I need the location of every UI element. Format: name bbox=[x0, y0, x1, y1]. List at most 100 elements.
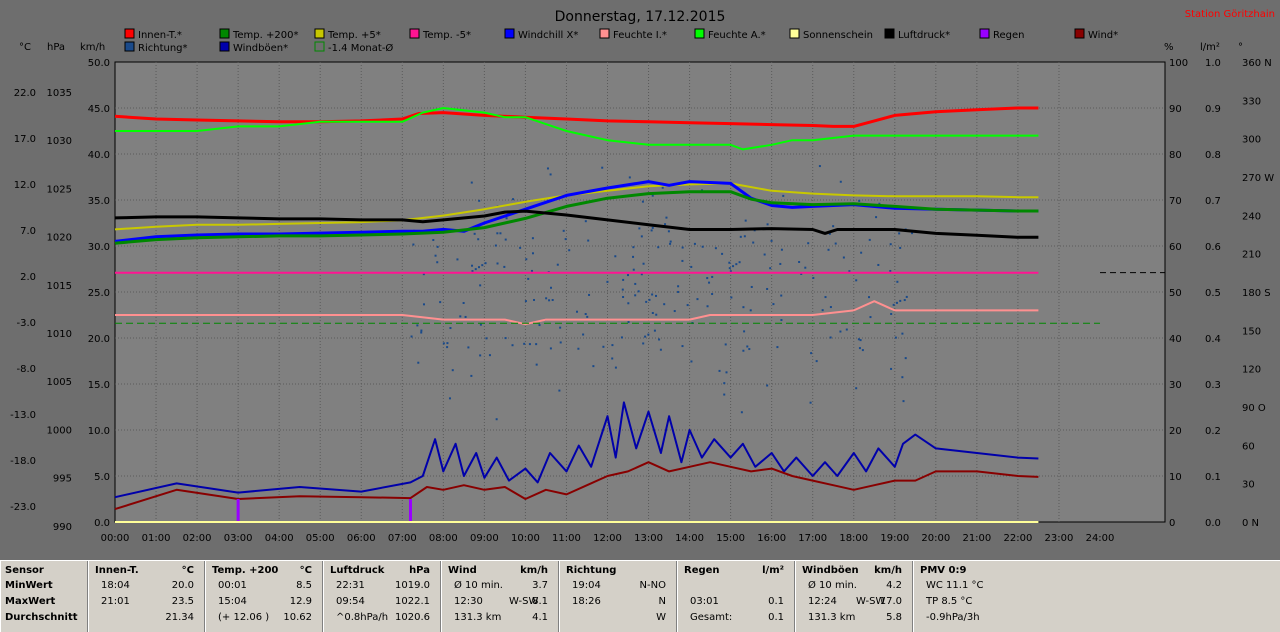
direction-point bbox=[659, 348, 662, 351]
direction-point bbox=[523, 342, 526, 345]
direction-point bbox=[622, 278, 625, 281]
y-tick-celsius-8: -18.0 bbox=[10, 456, 36, 467]
regen-max-value: 0.1 bbox=[768, 596, 784, 607]
direction-point bbox=[855, 279, 858, 282]
direction-point bbox=[647, 333, 650, 336]
direction-point bbox=[743, 235, 746, 238]
direction-point bbox=[868, 238, 871, 241]
direction-point bbox=[632, 246, 635, 249]
y-tick-percent-6: 40 bbox=[1169, 334, 1182, 345]
y-tick-hpa-8: 995 bbox=[53, 474, 72, 485]
x-tick-23: 23:00 bbox=[1045, 533, 1074, 544]
direction-point bbox=[556, 263, 559, 266]
direction-point bbox=[470, 374, 473, 377]
innen-avg-value: 21.34 bbox=[165, 612, 194, 623]
direction-point bbox=[681, 345, 684, 348]
direction-point bbox=[829, 306, 832, 309]
direction-point bbox=[432, 239, 435, 242]
direction-point bbox=[889, 243, 892, 246]
direction-point bbox=[752, 241, 755, 244]
stats-max-label: MaxWert bbox=[5, 596, 56, 607]
direction-point bbox=[655, 313, 658, 316]
series-regen-bar bbox=[236, 499, 240, 522]
direction-point bbox=[878, 202, 881, 205]
stats-sensor-label: Sensor bbox=[5, 565, 44, 576]
y-tick-percent-8: 20 bbox=[1169, 426, 1182, 437]
legend-swatch-windchill-x bbox=[504, 28, 515, 39]
direction-point bbox=[706, 277, 709, 280]
x-tick-16: 16:00 bbox=[757, 533, 786, 544]
y-tick-direction-8: 120 bbox=[1242, 365, 1261, 376]
innen-unit: °C bbox=[181, 565, 194, 576]
direction-point bbox=[592, 365, 595, 368]
direction-point bbox=[780, 248, 783, 251]
direction-point bbox=[538, 324, 541, 327]
direction-point bbox=[898, 232, 901, 235]
y-tick-percent-10: 0 bbox=[1169, 518, 1175, 529]
y-tick-rain-3: 0.7 bbox=[1205, 196, 1221, 207]
direction-point bbox=[479, 284, 482, 287]
direction-point bbox=[479, 323, 482, 326]
direction-point bbox=[725, 371, 728, 374]
temp200-avg-value: 10.62 bbox=[283, 612, 312, 623]
unit-hpa: hPa bbox=[47, 42, 65, 53]
direction-point bbox=[706, 305, 709, 308]
direction-point bbox=[743, 330, 746, 333]
direction-point bbox=[821, 309, 824, 312]
y-tick-rain-6: 0.4 bbox=[1205, 334, 1221, 345]
grid bbox=[115, 62, 1165, 522]
direction-point bbox=[749, 309, 752, 312]
direction-point bbox=[651, 194, 654, 197]
direction-point bbox=[503, 265, 506, 268]
direction-point bbox=[861, 349, 864, 352]
x-tick-13: 13:00 bbox=[634, 533, 663, 544]
legend-label-feuchte-a: Feuchte A.* bbox=[708, 30, 766, 41]
direction-point bbox=[471, 264, 474, 267]
direction-point bbox=[602, 345, 605, 348]
series-layer bbox=[114, 106, 1165, 523]
y-tick-percent-3: 70 bbox=[1169, 196, 1182, 207]
y-tick-celsius-5: -3.0 bbox=[16, 318, 36, 329]
direction-point bbox=[655, 294, 658, 297]
temp200-avg-note: (+ 12.06 ) bbox=[218, 612, 270, 623]
y-tick-kmh-8: 10.0 bbox=[88, 426, 110, 437]
unit-celsius: °C bbox=[19, 42, 31, 53]
legend-label-temp-5: Temp. -5* bbox=[422, 30, 471, 41]
y-tick-hpa-5: 1010 bbox=[47, 329, 72, 340]
direction-point bbox=[439, 301, 442, 304]
direction-point bbox=[504, 238, 507, 241]
druck-unit: hPa bbox=[409, 565, 430, 576]
series-regen-bar bbox=[409, 499, 412, 522]
direction-point bbox=[422, 303, 425, 306]
direction-point bbox=[911, 232, 914, 235]
direction-point bbox=[622, 295, 625, 298]
y-tick-rain-2: 0.8 bbox=[1205, 150, 1221, 161]
series-luftdruck bbox=[114, 209, 1039, 239]
axes: 00:00 01:00 02:00 03:00 04:00 05:00 06:00 07:00… bbox=[10, 58, 1274, 544]
x-tick-4: 04:00 bbox=[265, 533, 294, 544]
y-tick-celsius-0: 22.0 bbox=[14, 88, 36, 99]
series-feuchte-i bbox=[115, 300, 1039, 326]
legend-swatch-wind bbox=[1074, 28, 1085, 39]
direction-point bbox=[776, 346, 779, 349]
direction-point bbox=[832, 225, 835, 228]
stats-min-label: MinWert bbox=[5, 580, 53, 591]
direction-point bbox=[661, 186, 664, 189]
direction-point bbox=[519, 246, 522, 249]
y-tick-kmh-7: 15.0 bbox=[88, 380, 110, 391]
direction-point bbox=[855, 387, 858, 390]
x-tick-17: 17:00 bbox=[798, 533, 827, 544]
legend-swatch-windb-en bbox=[219, 41, 230, 52]
unit-kmh: km/h bbox=[80, 42, 105, 53]
stats-panel: Sensor MinWert MaxWert Durchschnitt Inne… bbox=[0, 560, 1280, 632]
direction-point bbox=[904, 357, 907, 360]
direction-point bbox=[889, 269, 892, 272]
direction-point bbox=[474, 268, 477, 271]
direction-point bbox=[504, 337, 507, 340]
y-tick-kmh-3: 35.0 bbox=[88, 196, 110, 207]
legend-swatch-regen bbox=[979, 28, 990, 39]
direction-point bbox=[473, 232, 476, 235]
direction-point bbox=[839, 180, 842, 183]
druck-title: Luftdruck bbox=[330, 565, 385, 576]
y-tick-direction-12: 0 N bbox=[1242, 518, 1259, 529]
